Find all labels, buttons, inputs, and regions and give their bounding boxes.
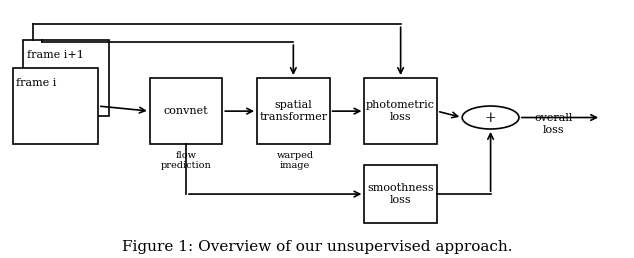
Text: overall
loss: overall loss xyxy=(534,113,573,135)
FancyBboxPatch shape xyxy=(257,78,330,144)
Text: smoothness
loss: smoothness loss xyxy=(367,183,434,205)
Text: frame i+1: frame i+1 xyxy=(27,50,84,60)
FancyBboxPatch shape xyxy=(150,78,223,144)
Text: spatial
transformer: spatial transformer xyxy=(259,100,327,122)
Text: +: + xyxy=(485,110,496,125)
Text: convnet: convnet xyxy=(164,106,209,116)
Text: frame i: frame i xyxy=(16,78,56,88)
Text: Figure 1: Overview of our unsupervised approach.: Figure 1: Overview of our unsupervised a… xyxy=(122,240,512,254)
FancyBboxPatch shape xyxy=(365,78,437,144)
FancyBboxPatch shape xyxy=(23,40,108,116)
Text: photometric
loss: photometric loss xyxy=(366,100,435,122)
FancyBboxPatch shape xyxy=(13,68,98,144)
Text: flow
prediction: flow prediction xyxy=(161,151,212,170)
FancyBboxPatch shape xyxy=(365,165,437,223)
Text: warped
image: warped image xyxy=(276,151,313,170)
